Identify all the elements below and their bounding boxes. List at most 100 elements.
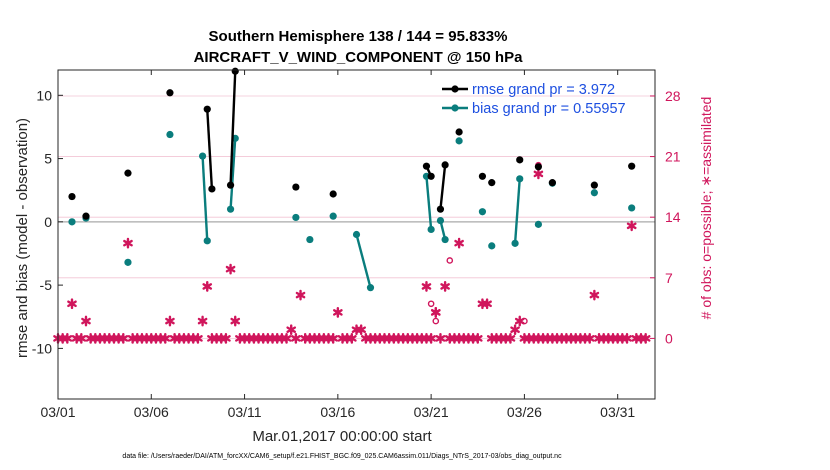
obs-assimilated-marker-122	[622, 332, 632, 344]
obs-assimilated-marker-60	[333, 307, 343, 318]
obs-assimilated-marker-130	[454, 237, 464, 249]
obs-assimilated-marker-38	[230, 315, 241, 327]
obs-assimilated-marker-97	[505, 332, 516, 344]
rmse-point-1	[82, 212, 90, 220]
obs-assimilated-marker-63	[346, 332, 357, 344]
obs-assimilated-marker-51	[291, 332, 301, 344]
rmse-point-9	[329, 190, 337, 198]
x-tick-label-5: 03/26	[507, 404, 542, 420]
obs-assimilated-marker-32	[202, 281, 213, 292]
obs-assimilated-marker-83	[440, 281, 450, 292]
obs-assimilated-marker-90	[472, 332, 483, 344]
rmse-point-11	[427, 172, 435, 180]
obs-assimilated-marker-123	[626, 220, 637, 232]
rmse-point-18	[534, 163, 542, 171]
bias-line-segment-9	[355, 234, 372, 288]
obs-assimilated-marker-114	[584, 332, 595, 344]
y-right-tick-label-1: 7	[665, 270, 673, 286]
obs-assimilated-marker-92	[482, 298, 492, 310]
y-left-tick-label-4: 10	[36, 87, 52, 103]
data-file-footnote: data file: /Users/raeder/DAI/ATM_forcXX/…	[122, 453, 562, 460]
rmse-point-4	[203, 105, 211, 113]
bias-point-8	[292, 213, 300, 222]
legend-bias-label: bias grand pr = 0.55957	[472, 101, 626, 117]
rmse-series	[68, 67, 636, 220]
chart-title-line1: Southern Hemisphere 138 / 144 = 95.833%	[209, 28, 508, 45]
bias-line-segment-5	[229, 138, 237, 210]
bias-line-segment-4	[201, 155, 209, 241]
obs-assimilated-marker-82	[435, 332, 446, 344]
bias-point-2	[124, 258, 132, 266]
obs-assimilated-marker-2	[62, 332, 73, 344]
bias-point-12	[366, 284, 375, 292]
x-tick-label-4: 03/21	[414, 404, 449, 420]
rmse-point-2	[124, 169, 132, 177]
y-axis-label: rmse and bias (model - observation)	[14, 118, 31, 358]
rmse-point-15	[478, 172, 487, 180]
x-axis-label: Mar.01,2017 00:00:00 start	[252, 428, 432, 445]
obs-possible-marker-3	[521, 317, 528, 325]
bias-point-16	[441, 235, 449, 244]
obs-assimilated-marker-128	[430, 307, 441, 318]
x-tick-label-1: 03/06	[134, 404, 169, 420]
obs-assimilated-marker-59	[328, 332, 339, 344]
bias-point-20	[511, 239, 519, 247]
rmse-line-segment-9	[439, 164, 447, 210]
obs-assimilated-marker-31	[197, 315, 208, 327]
y-left-tick-label-0: -10	[32, 340, 52, 356]
rmse-point-14	[455, 128, 463, 136]
obs-assimilated-marker-14	[118, 332, 129, 344]
bias-point-0	[68, 218, 76, 226]
y-left-tick-label-2: 0	[44, 214, 52, 230]
rmse-point-20	[590, 181, 598, 189]
x-tick-label-3: 03/16	[320, 404, 355, 420]
bias-point-19	[488, 242, 496, 250]
obs-assimilated-marker-24	[165, 315, 175, 327]
obs-assimilated-marker-65	[356, 324, 367, 336]
obs-assimilated-marker-98	[510, 324, 520, 336]
obs-assimilated-marker-6	[81, 315, 91, 327]
y-right-tick-label-3: 21	[665, 149, 681, 165]
rmse-point-21	[628, 162, 636, 170]
rmse-point-0	[68, 192, 76, 201]
rmse-point-13	[441, 161, 449, 169]
y-left-tick-label-3: 5	[44, 151, 52, 167]
bias-point-10	[329, 212, 337, 220]
bias-point-18	[478, 208, 487, 216]
bias-series	[68, 130, 636, 292]
plot-frame	[57, 69, 656, 400]
bias-point-22	[534, 220, 542, 228]
legend: rmse grand pr = 3.972 bias grand pr = 0.…	[442, 82, 626, 117]
rmse-point-12	[436, 205, 445, 213]
y-right-tick-label-4: 28	[665, 88, 681, 104]
chart-title-line2: AIRCRAFT_V_WIND_COMPONENT @ 150 hPa	[194, 49, 524, 66]
y-right-tick-label-0: 0	[665, 330, 673, 346]
obs-count-markers	[53, 161, 651, 344]
rmse-line-segment-5	[229, 71, 237, 186]
bias-point-9	[306, 235, 314, 244]
bias-line-segment-10	[425, 176, 433, 230]
rmse-point-7	[231, 67, 239, 75]
bias-point-21	[516, 175, 524, 183]
bias-point-14	[427, 225, 435, 234]
bias-point-15	[436, 216, 445, 225]
x-axis-ticks: 03/01 03/06 03/11 03/16 03/21 03/26 03/31	[40, 70, 635, 420]
legend-bias-marker	[451, 104, 459, 112]
obs-assimilated-marker-126	[640, 332, 651, 344]
obs-possible-marker-0	[427, 300, 435, 308]
x-tick-label-0: 03/01	[40, 404, 75, 420]
obs-assimilated-marker-115	[589, 289, 600, 301]
obs-assimilated-marker-37	[225, 263, 236, 275]
bias-point-5	[203, 237, 211, 245]
x-tick-label-6: 03/31	[600, 404, 635, 420]
rmse-point-19	[548, 179, 556, 187]
bias-point-11	[352, 230, 361, 239]
y-left-axis-ticks: -10 -5 0 5 10	[32, 87, 63, 356]
obs-assimilated-marker-50	[286, 324, 297, 336]
y-right-tick-label-2: 14	[665, 209, 681, 225]
obs-assimilated-marker-3	[67, 298, 77, 310]
obs-assimilated-marker-36	[221, 332, 231, 344]
rmse-point-3	[166, 89, 174, 97]
bias-point-6	[226, 205, 235, 213]
